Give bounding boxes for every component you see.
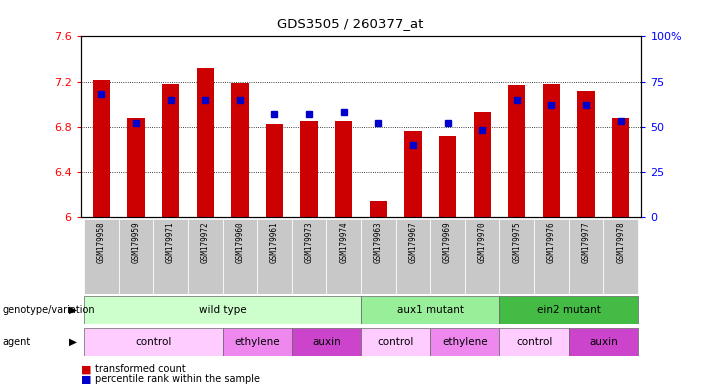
Bar — [84, 328, 222, 356]
Text: GSM179974: GSM179974 — [339, 221, 348, 263]
Text: agent: agent — [2, 337, 30, 347]
Bar — [578, 91, 594, 217]
Text: aux1 mutant: aux1 mutant — [397, 305, 464, 315]
Text: percentile rank within the sample: percentile rank within the sample — [95, 374, 259, 384]
Bar — [154, 219, 188, 294]
Bar — [292, 328, 361, 356]
Bar — [361, 219, 395, 294]
Text: GSM179967: GSM179967 — [409, 221, 417, 263]
Bar — [395, 219, 430, 294]
Bar — [508, 85, 526, 217]
Bar — [128, 118, 144, 217]
Text: auxin: auxin — [589, 337, 618, 347]
Text: GSM179969: GSM179969 — [443, 221, 452, 263]
Bar — [266, 124, 283, 217]
Bar — [500, 219, 534, 294]
Bar — [439, 136, 456, 217]
Bar — [543, 84, 560, 217]
Text: ▶: ▶ — [69, 305, 76, 315]
Text: GSM179959: GSM179959 — [132, 221, 140, 263]
Text: GSM179972: GSM179972 — [200, 221, 210, 263]
Bar — [465, 219, 500, 294]
Text: ■: ■ — [81, 374, 91, 384]
Bar — [188, 219, 222, 294]
Bar — [93, 81, 110, 217]
Text: GSM179961: GSM179961 — [270, 221, 279, 263]
Bar — [569, 219, 604, 294]
Text: GSM179970: GSM179970 — [477, 221, 486, 263]
Text: ein2 mutant: ein2 mutant — [537, 305, 601, 315]
Text: ■: ■ — [81, 364, 91, 374]
Bar — [430, 328, 500, 356]
Bar — [361, 328, 430, 356]
Bar — [473, 112, 491, 217]
Bar — [500, 328, 569, 356]
Bar — [369, 201, 387, 217]
Text: GSM179973: GSM179973 — [305, 221, 313, 263]
Bar — [612, 118, 629, 217]
Text: GDS3505 / 260377_at: GDS3505 / 260377_at — [278, 17, 423, 30]
Bar — [569, 328, 638, 356]
Text: ▶: ▶ — [69, 337, 76, 347]
Text: ethylene: ethylene — [442, 337, 488, 347]
Bar — [500, 296, 638, 324]
Bar — [534, 219, 569, 294]
Bar — [84, 296, 361, 324]
Bar — [162, 84, 179, 217]
Text: genotype/variation: genotype/variation — [2, 305, 95, 315]
Bar — [335, 121, 353, 217]
Bar — [301, 121, 318, 217]
Bar — [231, 83, 249, 217]
Bar — [292, 219, 327, 294]
Text: transformed count: transformed count — [95, 364, 185, 374]
Text: control: control — [516, 337, 552, 347]
Text: GSM179976: GSM179976 — [547, 221, 556, 263]
Text: GSM179963: GSM179963 — [374, 221, 383, 263]
Text: auxin: auxin — [312, 337, 341, 347]
Text: GSM179978: GSM179978 — [616, 221, 625, 263]
Text: control: control — [135, 337, 172, 347]
Bar — [404, 131, 421, 217]
Text: GSM179960: GSM179960 — [236, 221, 245, 263]
Bar — [257, 219, 292, 294]
Bar — [604, 219, 638, 294]
Bar — [327, 219, 361, 294]
Text: control: control — [377, 337, 414, 347]
Text: GSM179975: GSM179975 — [512, 221, 522, 263]
Bar — [222, 219, 257, 294]
Bar — [196, 68, 214, 217]
Bar — [118, 219, 154, 294]
Text: wild type: wild type — [198, 305, 246, 315]
Text: ethylene: ethylene — [234, 337, 280, 347]
Bar — [361, 296, 500, 324]
Text: GSM179977: GSM179977 — [582, 221, 590, 263]
Text: GSM179971: GSM179971 — [166, 221, 175, 263]
Bar — [222, 328, 292, 356]
Text: GSM179958: GSM179958 — [97, 221, 106, 263]
Bar — [84, 219, 118, 294]
Bar — [430, 219, 465, 294]
